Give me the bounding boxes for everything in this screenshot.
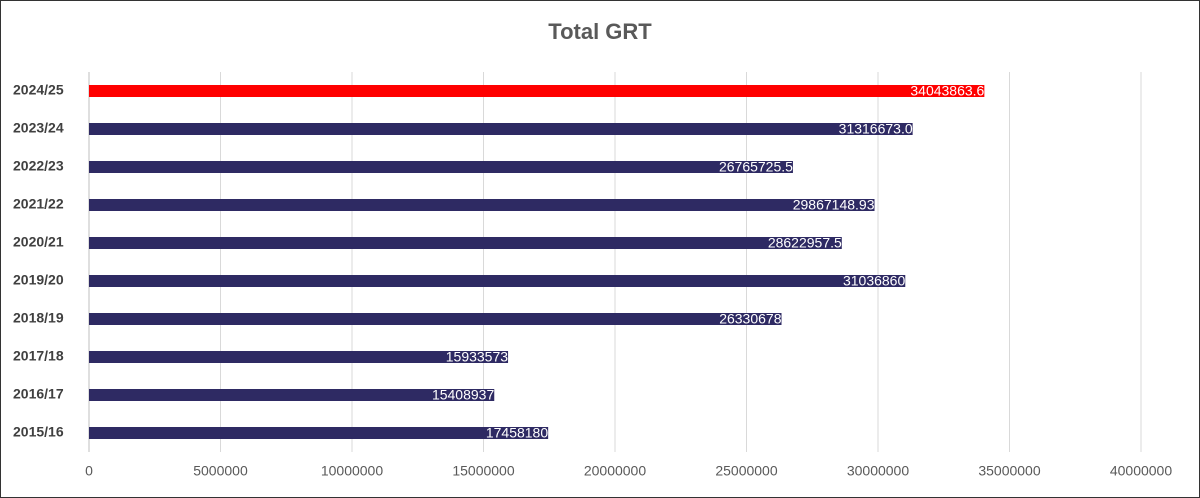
bar [89, 313, 782, 325]
data-label: 31036860 [843, 273, 906, 289]
x-tick-label: 35000000 [978, 463, 1041, 479]
bar [89, 123, 913, 135]
bar [89, 389, 495, 401]
x-tick-label: 25000000 [715, 463, 778, 479]
y-tick-label: 2018/19 [13, 310, 64, 326]
y-tick-label: 2021/22 [13, 196, 64, 212]
y-tick-label: 2020/21 [13, 234, 64, 250]
x-tick-label: 0 [85, 463, 93, 479]
bar [89, 237, 842, 249]
y-tick-label: 2022/23 [13, 158, 64, 174]
data-label: 17458180 [486, 425, 549, 441]
data-label: 15408937 [432, 387, 495, 403]
x-tick-label: 5000000 [193, 463, 248, 479]
bar [89, 199, 875, 211]
data-label: 31316673.0 [839, 121, 913, 137]
bar [89, 161, 793, 173]
x-tick-label: 40000000 [1110, 463, 1173, 479]
x-tick-label: 15000000 [452, 463, 515, 479]
data-label: 15933573 [446, 349, 509, 365]
data-label: 29867148.93 [793, 197, 875, 213]
data-label: 26330678 [719, 311, 782, 327]
y-tick-label: 2023/24 [13, 120, 64, 136]
x-tick-label: 10000000 [321, 463, 384, 479]
data-label: 26765725.5 [719, 159, 793, 175]
y-tick-label: 2024/25 [13, 82, 64, 98]
bar [89, 351, 509, 363]
bar [89, 85, 985, 97]
bar [89, 275, 906, 287]
y-tick-label: 2017/18 [13, 348, 64, 364]
x-tick-label: 20000000 [584, 463, 647, 479]
chart-title: Total GRT [548, 19, 652, 44]
x-tick-label: 30000000 [847, 463, 910, 479]
bar [89, 427, 549, 439]
y-tick-label: 2015/16 [13, 424, 64, 440]
y-tick-label: 2016/17 [13, 386, 64, 402]
y-tick-label: 2019/20 [13, 272, 64, 288]
data-label: 34043863.6 [910, 83, 984, 99]
data-label: 28622957.5 [768, 235, 842, 251]
